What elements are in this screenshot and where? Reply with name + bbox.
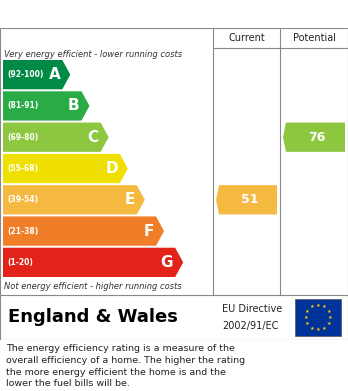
Polygon shape [3, 154, 128, 183]
Text: F: F [144, 224, 154, 239]
Text: (55-68): (55-68) [7, 164, 38, 173]
Text: ★: ★ [303, 315, 308, 320]
Text: 51: 51 [241, 193, 258, 206]
Text: G: G [161, 255, 173, 270]
Polygon shape [216, 185, 277, 214]
Polygon shape [3, 122, 109, 152]
Text: ★: ★ [326, 321, 331, 326]
Bar [295, 299, 341, 336]
Text: ★: ★ [328, 315, 333, 320]
Text: Energy Efficiency Rating: Energy Efficiency Rating [10, 7, 220, 22]
Text: ★: ★ [309, 326, 314, 330]
Text: D: D [105, 161, 118, 176]
Polygon shape [283, 122, 345, 152]
Text: EU Directive: EU Directive [222, 305, 282, 314]
Polygon shape [3, 217, 164, 246]
Text: The energy efficiency rating is a measure of the
overall efficiency of a home. T: The energy efficiency rating is a measur… [6, 344, 245, 388]
Text: (21-38): (21-38) [7, 226, 38, 235]
Text: ★: ★ [326, 309, 331, 314]
Text: C: C [87, 130, 98, 145]
Text: ★: ★ [316, 303, 321, 308]
Polygon shape [3, 60, 70, 89]
Text: Current: Current [228, 33, 265, 43]
Text: Potential: Potential [293, 33, 335, 43]
Text: Very energy efficient - lower running costs: Very energy efficient - lower running co… [4, 50, 182, 59]
Text: ★: ★ [322, 326, 326, 330]
Polygon shape [3, 91, 89, 120]
Text: 76: 76 [308, 131, 326, 144]
Text: (92-100): (92-100) [7, 70, 44, 79]
Text: Not energy efficient - higher running costs: Not energy efficient - higher running co… [4, 282, 182, 291]
Text: (81-91): (81-91) [7, 101, 38, 110]
Text: E: E [125, 192, 135, 207]
Text: A: A [48, 67, 60, 82]
Polygon shape [3, 248, 183, 277]
Text: ★: ★ [309, 305, 314, 309]
Text: ★: ★ [322, 305, 326, 309]
Text: (1-20): (1-20) [7, 258, 33, 267]
Text: ★: ★ [305, 309, 310, 314]
Text: (69-80): (69-80) [7, 133, 38, 142]
Text: ★: ★ [316, 327, 321, 332]
Text: 2002/91/EC: 2002/91/EC [222, 321, 278, 332]
Text: England & Wales: England & Wales [8, 308, 178, 326]
Text: B: B [68, 99, 79, 113]
Polygon shape [3, 185, 145, 214]
Text: (39-54): (39-54) [7, 195, 38, 204]
Text: ★: ★ [305, 321, 310, 326]
